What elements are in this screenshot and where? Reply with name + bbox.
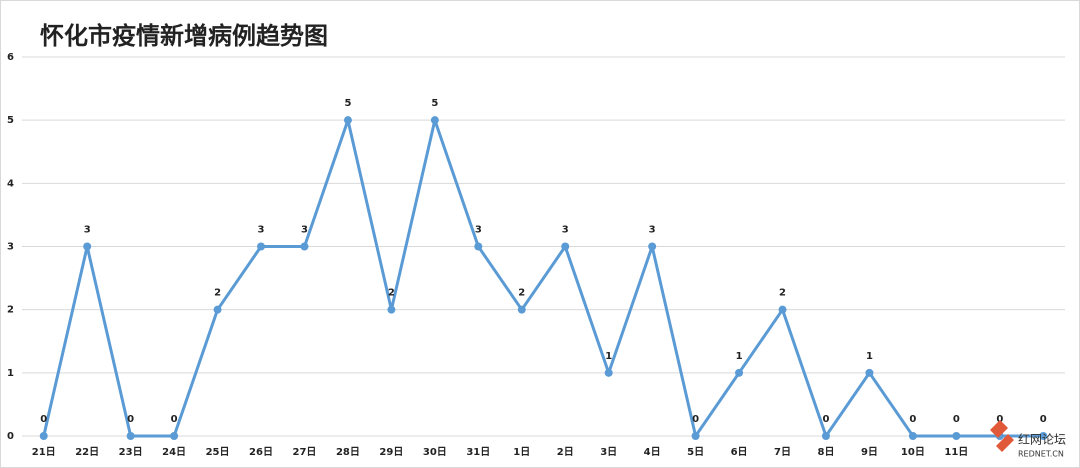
x-tick-label: 4日	[644, 446, 661, 458]
point	[300, 242, 309, 251]
point	[517, 305, 526, 314]
watermark: 红网论坛 REDNET.CN	[990, 420, 1066, 459]
data-label: 0	[822, 414, 829, 425]
y-tick-label: 6	[7, 52, 14, 63]
x-tick-label: 10日	[901, 446, 925, 458]
point	[735, 368, 744, 377]
data-label: 2	[388, 288, 395, 299]
x-tick-label: 27日	[293, 446, 317, 458]
data-label: 2	[779, 288, 786, 299]
x-tick-label: 7日	[774, 446, 791, 458]
point	[430, 116, 439, 125]
y-tick-label: 2	[7, 305, 14, 316]
watermark-title: 红网论坛	[1018, 432, 1066, 447]
x-tick-label: 5日	[687, 446, 704, 458]
watermark-logo	[990, 420, 1014, 452]
x-tick-label: 29日	[379, 446, 403, 458]
x-tick-label: 9日	[861, 446, 878, 458]
x-tick-label: 25日	[206, 446, 230, 458]
data-label: 5	[431, 98, 438, 109]
data-label: 3	[475, 225, 482, 236]
y-tick-label: 1	[7, 368, 14, 379]
point	[865, 368, 874, 377]
x-tick-label: 23日	[119, 446, 143, 458]
data-label: 2	[214, 288, 221, 299]
data-label: 0	[171, 414, 178, 425]
data-label: 0	[127, 414, 134, 425]
point	[691, 432, 700, 440]
point	[39, 432, 48, 440]
data-label: 5	[344, 98, 351, 109]
point	[908, 432, 917, 440]
data-label: 0	[953, 414, 960, 425]
x-tick-label: 3日	[600, 446, 617, 458]
point	[821, 432, 830, 440]
data-label: 1	[866, 351, 873, 362]
point	[561, 242, 570, 251]
point	[778, 305, 787, 314]
x-tick-label: 26日	[249, 446, 273, 458]
x-tick-label: 8日	[817, 446, 834, 458]
x-tick-label: 11日	[944, 446, 968, 458]
x-tick-label: 24日	[162, 446, 186, 458]
point	[343, 116, 352, 125]
point	[126, 432, 135, 440]
point	[604, 368, 613, 377]
point	[648, 242, 657, 251]
point	[474, 242, 483, 251]
x-tick-label: 31日	[466, 446, 490, 458]
data-label: 3	[649, 225, 656, 236]
point	[387, 305, 396, 314]
data-label: 0	[1040, 414, 1047, 425]
x-tick-label: 1日	[513, 446, 530, 458]
x-tick-label: 22日	[75, 446, 99, 458]
point	[170, 432, 179, 440]
y-tick-label: 4	[7, 178, 14, 189]
point	[257, 242, 266, 251]
x-tick-label: 6日	[731, 446, 748, 458]
data-label: 3	[258, 225, 265, 236]
data-label: 0	[996, 414, 1003, 425]
y-tick-label: 5	[7, 115, 14, 126]
watermark-subtitle: REDNET.CN	[1018, 450, 1064, 459]
line	[42, 118, 1044, 438]
data-label: 1	[605, 351, 612, 362]
point	[213, 305, 222, 314]
data-label: 0	[692, 414, 699, 425]
y-tick-label: 0	[7, 431, 14, 442]
x-tick-label: 21日	[32, 446, 56, 458]
data-label: 3	[301, 225, 308, 236]
x-tick-label: 28日	[336, 446, 360, 458]
chart-title: 怀化市疫情新增病例趋势图	[40, 22, 328, 50]
x-tick-label: 30日	[423, 446, 447, 458]
y-tick-label: 3	[7, 242, 14, 253]
data-label: 3	[562, 225, 569, 236]
point	[83, 242, 92, 251]
data-label: 1	[736, 351, 743, 362]
point	[1039, 432, 1048, 440]
data-label: 3	[84, 225, 91, 236]
point	[952, 432, 961, 440]
data-label: 2	[518, 288, 525, 299]
data-label: 0	[40, 414, 47, 425]
data-label: 0	[909, 414, 916, 425]
x-tick-label: 2日	[557, 446, 574, 458]
